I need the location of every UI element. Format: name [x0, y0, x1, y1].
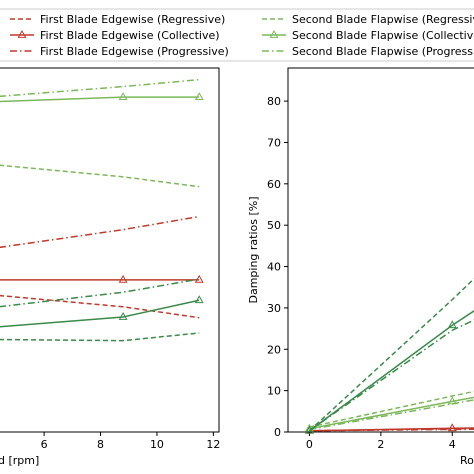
left-plot: 6 8 10 12 d [rpm] [0, 67, 220, 467]
series-marker [447, 320, 457, 329]
series-marker [304, 423, 314, 432]
series-line [0, 78, 200, 98]
series-line [308, 319, 474, 432]
x-tick-label: 8 [97, 438, 104, 451]
x-tick-label: 4 [449, 438, 456, 451]
right-y-axis-label: Damping ratios [%] [247, 196, 260, 303]
x-tick-label: 0 [306, 438, 313, 451]
series-line [309, 390, 474, 428]
series-marker [118, 92, 128, 101]
series-line [308, 277, 474, 432]
legend-label: Second Blade Flapwise (Regressive [292, 13, 474, 26]
x-tick-label: 6 [41, 438, 48, 451]
series-marker [194, 295, 204, 304]
legend: First Blade Edgewise (Regressive) First B… [0, 8, 474, 62]
x-tick-label: 2 [377, 438, 384, 451]
x-tick-label: 12 [206, 438, 220, 451]
legend-label: First Blade Edgewise (Progressive) [40, 45, 229, 58]
y-tick-label: 20 [267, 343, 281, 356]
series-line [0, 299, 200, 328]
right-plot-frame [287, 67, 474, 433]
y-tick-label: 10 [267, 385, 281, 398]
y-tick-label: 0 [274, 426, 281, 439]
series-line [308, 310, 474, 432]
y-tick-label: 40 [267, 261, 281, 274]
series-line [0, 164, 200, 188]
y-tick-label: 60 [267, 178, 281, 191]
legend-label: First Blade Edgewise (Regressive) [40, 13, 225, 26]
series-line [309, 396, 474, 430]
y-tick-label: 30 [267, 302, 281, 315]
left-plot-frame [0, 67, 220, 433]
legend-label: Second Blade Flapwise (Progressive [292, 45, 474, 58]
y-tick-label: 70 [267, 136, 281, 149]
series-line [0, 278, 200, 308]
series-marker [118, 311, 128, 320]
y-tick-label: 50 [267, 219, 281, 232]
legend-marker [269, 29, 279, 38]
series-marker [118, 274, 128, 283]
series-line [0, 332, 200, 342]
series-marker [447, 423, 457, 432]
x-tick-label: 10 [150, 438, 164, 451]
series-marker [194, 92, 204, 101]
right-x-axis-label: Ro [460, 454, 474, 467]
series-line [309, 399, 474, 431]
series-line [0, 96, 200, 103]
legend-label: Second Blade Flapwise (Collective [292, 29, 474, 42]
series-line [0, 294, 200, 319]
legend-marker [17, 29, 27, 38]
series-line [0, 215, 200, 249]
legend-label: First Blade Edgewise (Collective) [40, 29, 220, 42]
y-tick-label: 80 [267, 95, 281, 108]
series-line [309, 428, 474, 432]
left-x-axis-label: d [rpm] [0, 454, 39, 467]
series-marker [194, 274, 204, 283]
